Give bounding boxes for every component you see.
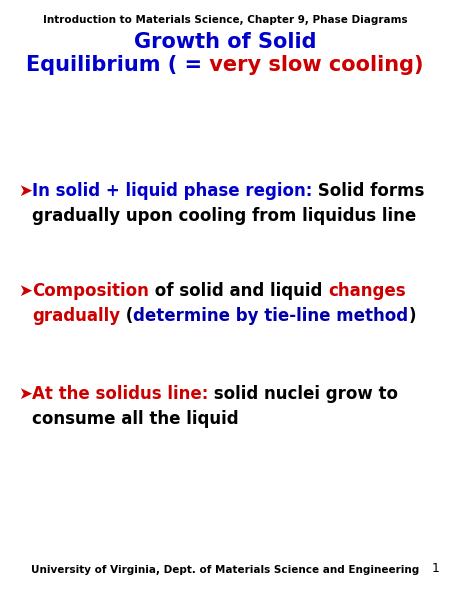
Text: Introduction to Materials Science, Chapter 9, Phase Diagrams: Introduction to Materials Science, Chapt… — [43, 15, 407, 25]
Text: In solid + liquid phase region:: In solid + liquid phase region: — [32, 182, 312, 200]
Text: Equilibrium ( =: Equilibrium ( = — [26, 55, 202, 75]
Text: Composition: Composition — [32, 282, 149, 300]
Text: ➤: ➤ — [18, 182, 32, 200]
Text: ➤: ➤ — [18, 385, 32, 403]
Text: ): ) — [409, 307, 416, 325]
Text: 1: 1 — [432, 562, 440, 575]
Text: consume all the liquid: consume all the liquid — [32, 410, 238, 428]
Text: changes: changes — [328, 282, 405, 300]
Text: Growth of Solid: Growth of Solid — [134, 32, 316, 52]
Text: Solid forms: Solid forms — [312, 182, 425, 200]
Text: gradually: gradually — [32, 307, 120, 325]
Text: University of Virginia, Dept. of Materials Science and Engineering: University of Virginia, Dept. of Materia… — [31, 565, 419, 575]
Text: At the solidus line:: At the solidus line: — [32, 385, 208, 403]
Text: determine by tie-line method: determine by tie-line method — [133, 307, 409, 325]
Text: solid nuclei grow to: solid nuclei grow to — [208, 385, 398, 403]
Text: very slow cooling): very slow cooling) — [202, 55, 424, 75]
Text: ➤: ➤ — [18, 282, 32, 300]
Text: (: ( — [120, 307, 133, 325]
Text: of solid and liquid: of solid and liquid — [149, 282, 328, 300]
Text: gradually upon cooling from liquidus line: gradually upon cooling from liquidus lin… — [32, 207, 416, 225]
